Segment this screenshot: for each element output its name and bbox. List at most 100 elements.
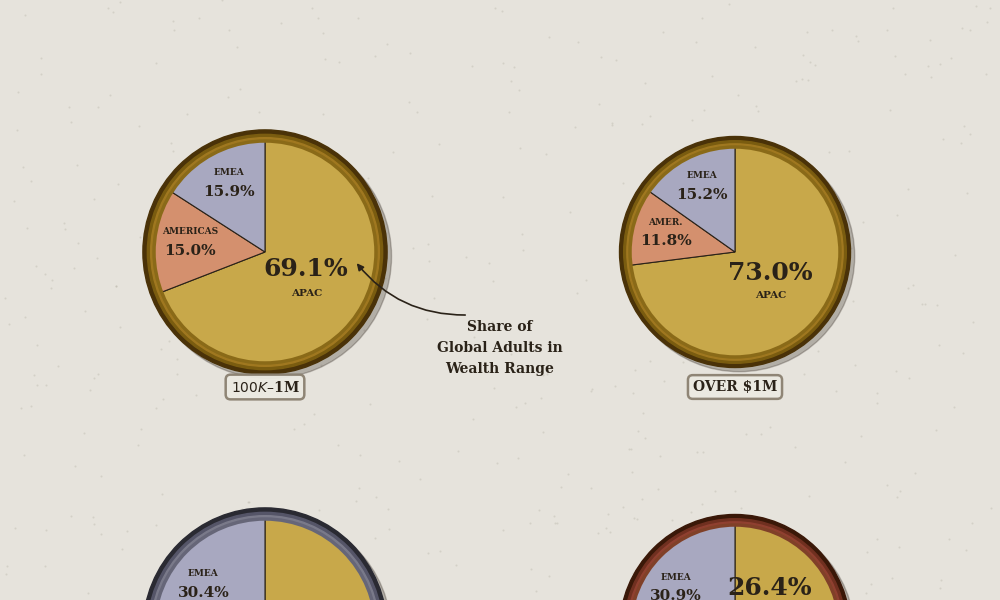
Text: AMER.: AMER. (648, 218, 683, 227)
Point (506, 62, 522, 72)
Point (86, 519, 102, 529)
Point (38, 380, 54, 389)
Point (718, 557, 734, 567)
Point (352, 450, 368, 460)
Point (569, 288, 585, 298)
Point (6, 196, 22, 206)
Point (273, 275, 289, 285)
Point (378, 253, 394, 263)
Point (650, 484, 666, 494)
Point (165, 16, 181, 26)
Point (515, 245, 531, 254)
Circle shape (154, 519, 376, 600)
Point (635, 408, 651, 418)
Point (503, 76, 519, 86)
Point (718, 194, 734, 204)
Point (277, 224, 293, 234)
Point (722, 568, 738, 578)
Circle shape (624, 518, 846, 600)
Point (933, 575, 949, 584)
Text: AMERICAS: AMERICAS (162, 227, 218, 236)
Point (119, 526, 135, 536)
Circle shape (630, 147, 840, 357)
Point (853, 431, 869, 441)
Point (391, 456, 407, 466)
Text: 69.1%: 69.1% (264, 257, 349, 281)
Point (306, 409, 322, 419)
Point (191, 13, 207, 23)
Point (23, 176, 39, 186)
Text: 73.0%: 73.0% (728, 261, 813, 285)
Point (377, 273, 393, 283)
Wedge shape (735, 525, 840, 600)
Point (885, 3, 901, 13)
Point (63, 117, 79, 127)
Point (174, 216, 190, 226)
Point (629, 515, 645, 524)
Point (504, 357, 520, 367)
Point (86, 373, 102, 383)
Point (959, 188, 975, 197)
Point (683, 507, 699, 517)
Point (887, 52, 903, 61)
Point (637, 78, 653, 88)
Point (80, 589, 96, 598)
Point (356, 325, 372, 334)
Point (625, 388, 641, 397)
Point (958, 545, 974, 554)
Point (850, 36, 866, 46)
Point (494, 6, 510, 16)
Point (642, 356, 658, 366)
Point (796, 370, 812, 379)
Point (330, 440, 346, 450)
Point (869, 534, 885, 544)
Point (161, 336, 177, 346)
Point (815, 290, 831, 300)
Point (368, 493, 384, 502)
Point (1, 319, 17, 328)
Point (177, 545, 193, 554)
Point (333, 320, 349, 329)
Point (130, 440, 146, 450)
Point (962, 25, 978, 35)
Point (221, 25, 237, 35)
Text: APAC: APAC (755, 292, 786, 301)
Point (10, 88, 26, 97)
Text: 11.8%: 11.8% (640, 234, 692, 248)
Text: 30.4%: 30.4% (178, 586, 229, 600)
Point (841, 146, 857, 156)
Point (626, 514, 642, 523)
Wedge shape (265, 519, 376, 600)
Point (0, 562, 15, 571)
Point (624, 467, 640, 477)
Text: EMEA: EMEA (687, 172, 718, 181)
Point (114, 544, 130, 554)
Point (664, 515, 680, 524)
Point (112, 322, 128, 331)
Point (538, 149, 554, 158)
Point (743, 318, 759, 328)
Point (0, 569, 14, 579)
Point (583, 483, 599, 493)
Point (517, 398, 533, 407)
Wedge shape (172, 141, 265, 252)
Point (607, 382, 623, 391)
Point (293, 192, 309, 202)
Point (946, 402, 962, 412)
Point (90, 102, 106, 112)
Point (528, 586, 544, 596)
Point (806, 163, 822, 173)
Point (304, 4, 320, 13)
Point (523, 564, 539, 574)
Point (901, 373, 917, 382)
Wedge shape (630, 525, 735, 600)
Text: 26.4%: 26.4% (728, 575, 812, 599)
Point (541, 32, 557, 42)
Point (9, 125, 25, 134)
Point (888, 367, 904, 376)
Text: Share of
Global Adults in
Wealth Range: Share of Global Adults in Wealth Range (437, 320, 563, 376)
Point (590, 529, 606, 538)
Point (349, 245, 365, 255)
Point (733, 503, 749, 513)
Point (385, 147, 401, 157)
